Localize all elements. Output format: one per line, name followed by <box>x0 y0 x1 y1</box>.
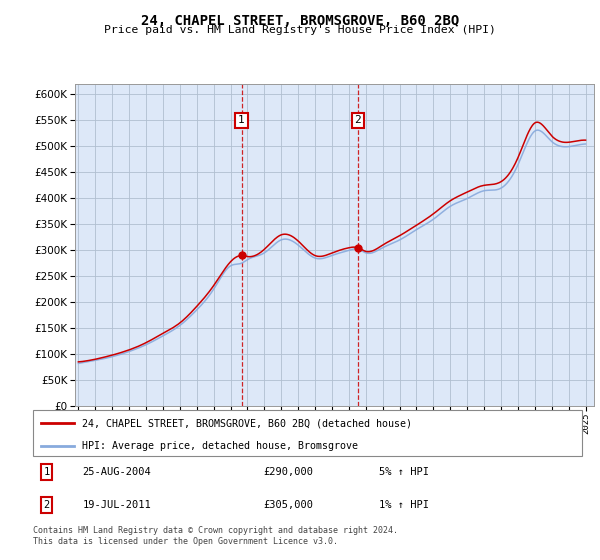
Text: 2: 2 <box>355 115 361 125</box>
Text: 1% ↑ HPI: 1% ↑ HPI <box>379 500 429 510</box>
Text: Price paid vs. HM Land Registry's House Price Index (HPI): Price paid vs. HM Land Registry's House … <box>104 25 496 35</box>
FancyBboxPatch shape <box>33 410 582 456</box>
Text: 1: 1 <box>238 115 245 125</box>
Text: 5% ↑ HPI: 5% ↑ HPI <box>379 467 429 477</box>
Text: £305,000: £305,000 <box>263 500 314 510</box>
Text: HPI: Average price, detached house, Bromsgrove: HPI: Average price, detached house, Brom… <box>82 441 358 451</box>
Text: 24, CHAPEL STREET, BROMSGROVE, B60 2BQ (detached house): 24, CHAPEL STREET, BROMSGROVE, B60 2BQ (… <box>82 418 412 428</box>
Text: 25-AUG-2004: 25-AUG-2004 <box>82 467 151 477</box>
Text: 2: 2 <box>44 500 50 510</box>
Text: 19-JUL-2011: 19-JUL-2011 <box>82 500 151 510</box>
Text: Contains HM Land Registry data © Crown copyright and database right 2024.
This d: Contains HM Land Registry data © Crown c… <box>33 526 398 546</box>
Text: £290,000: £290,000 <box>263 467 314 477</box>
Text: 24, CHAPEL STREET, BROMSGROVE, B60 2BQ: 24, CHAPEL STREET, BROMSGROVE, B60 2BQ <box>141 14 459 28</box>
Text: 1: 1 <box>44 467 50 477</box>
